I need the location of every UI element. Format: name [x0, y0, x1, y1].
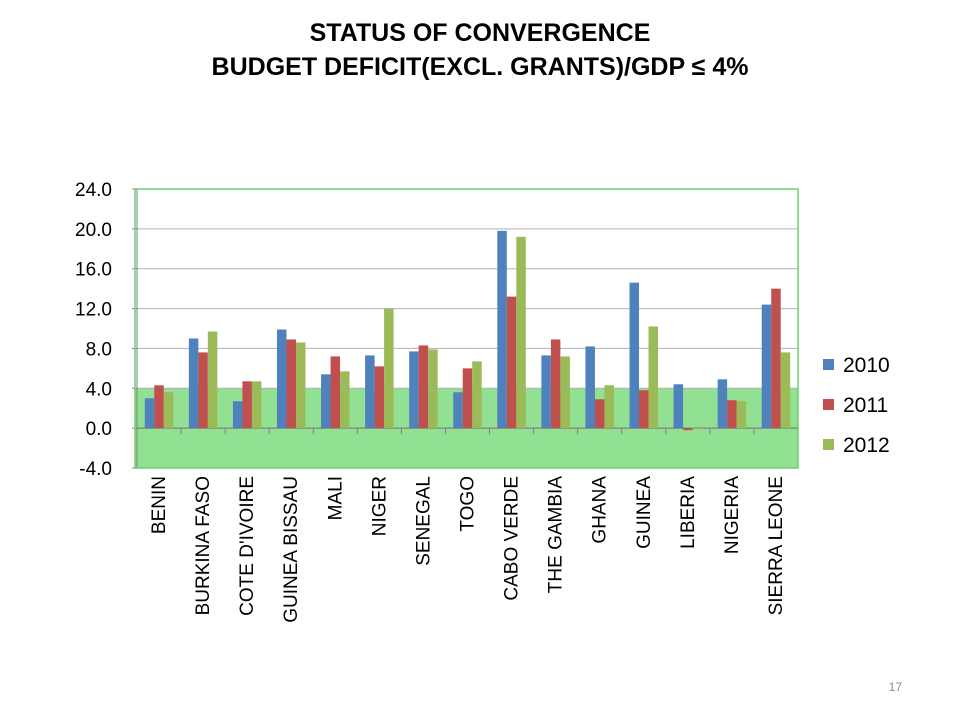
- x-category-label: NIGERIA: [722, 476, 743, 554]
- legend-swatch: [823, 399, 834, 410]
- x-category-label: NIGER: [369, 476, 390, 536]
- bar-2011: [462, 368, 473, 429]
- bar-2012: [384, 308, 394, 429]
- x-category-label: LIBERIA: [678, 476, 699, 549]
- y-tick-label: 0.0: [86, 419, 112, 440]
- legend-label: 2012: [843, 434, 890, 457]
- bar-2010: [673, 384, 684, 429]
- plot-area-border: [134, 188, 799, 469]
- bar-2011: [330, 356, 341, 429]
- bar-2010: [276, 329, 287, 429]
- bar-2012: [163, 392, 174, 429]
- bar-2012: [251, 381, 262, 429]
- bar-2011: [550, 339, 561, 429]
- bar-2012: [736, 401, 747, 429]
- bar-2011: [771, 288, 781, 429]
- x-category-label: COTE D'IVOIRE: [237, 476, 258, 616]
- x-category-label: SIERRA LEONE: [766, 476, 787, 615]
- legend-swatch: [823, 359, 834, 370]
- bar-2010: [497, 230, 507, 429]
- y-tick-label: 12.0: [75, 300, 112, 321]
- bar-2011: [198, 352, 208, 429]
- x-category-label: TOGO: [458, 476, 479, 532]
- y-tick-label: 16.0: [75, 260, 112, 281]
- bar-2010: [188, 338, 199, 429]
- bar-2012: [604, 385, 614, 429]
- bar-2012: [340, 371, 350, 429]
- bar-2012: [472, 361, 482, 429]
- bar-2012: [516, 236, 526, 429]
- x-category-label: GUINEA BISSAU: [281, 476, 302, 623]
- y-tick-label: 8.0: [86, 339, 112, 360]
- bar-2012: [207, 331, 218, 429]
- legend-label: 2010: [843, 354, 890, 377]
- bar-2011: [506, 296, 517, 429]
- bar-2011: [286, 339, 296, 429]
- bar-2010: [409, 351, 419, 429]
- bar-2011: [418, 345, 429, 429]
- bar-2010: [232, 401, 243, 429]
- bar-2011: [639, 390, 649, 429]
- x-category-label: GHANA: [590, 476, 611, 544]
- bar-2012: [295, 342, 306, 429]
- bar-2010: [321, 374, 331, 429]
- bar-2011: [594, 399, 605, 429]
- x-category-label: CABO VERDE: [502, 476, 523, 601]
- y-tick-label: 4.0: [86, 379, 112, 400]
- page-number: 17: [888, 680, 902, 694]
- bar-2012: [428, 349, 438, 429]
- bar-2011: [154, 385, 164, 429]
- bar-2010: [717, 379, 728, 429]
- bar-2011: [727, 400, 737, 429]
- x-category-label: MALI: [325, 476, 346, 520]
- bar-2011: [374, 366, 385, 429]
- y-tick-label: 24.0: [75, 180, 112, 201]
- legend-swatch: [823, 439, 834, 450]
- y-tick-label: -4.0: [79, 459, 112, 480]
- x-category-label: THE GAMBIA: [546, 476, 567, 594]
- bar-2012: [780, 352, 791, 429]
- bar-2012: [648, 326, 659, 429]
- bar-2011: [683, 428, 693, 431]
- legend-label: 2011: [843, 394, 888, 417]
- bar-2010: [629, 282, 640, 429]
- bar-2010: [585, 346, 595, 429]
- x-category-label: GUINEA: [634, 476, 655, 549]
- bar-2010: [453, 392, 463, 429]
- bar-2010: [365, 355, 375, 429]
- chart-title-line-2: BUDGET DEFICIT(EXCL. GRANTS)/GDP ≤ 4%: [211, 53, 749, 81]
- x-category-label: BURKINA FASO: [193, 476, 214, 615]
- bar-2010: [761, 304, 772, 429]
- y-tick-label: 20.0: [75, 220, 112, 241]
- x-category-label: BENIN: [149, 476, 170, 534]
- x-category-label: SENEGAL: [413, 476, 434, 566]
- bar-2012: [560, 356, 570, 429]
- bar-2010: [144, 398, 155, 429]
- bar-2011: [242, 381, 252, 429]
- chart-title-line-1: STATUS OF CONVERGENCE: [309, 19, 651, 47]
- bar-2010: [541, 355, 551, 429]
- bar-2012: [692, 428, 703, 430]
